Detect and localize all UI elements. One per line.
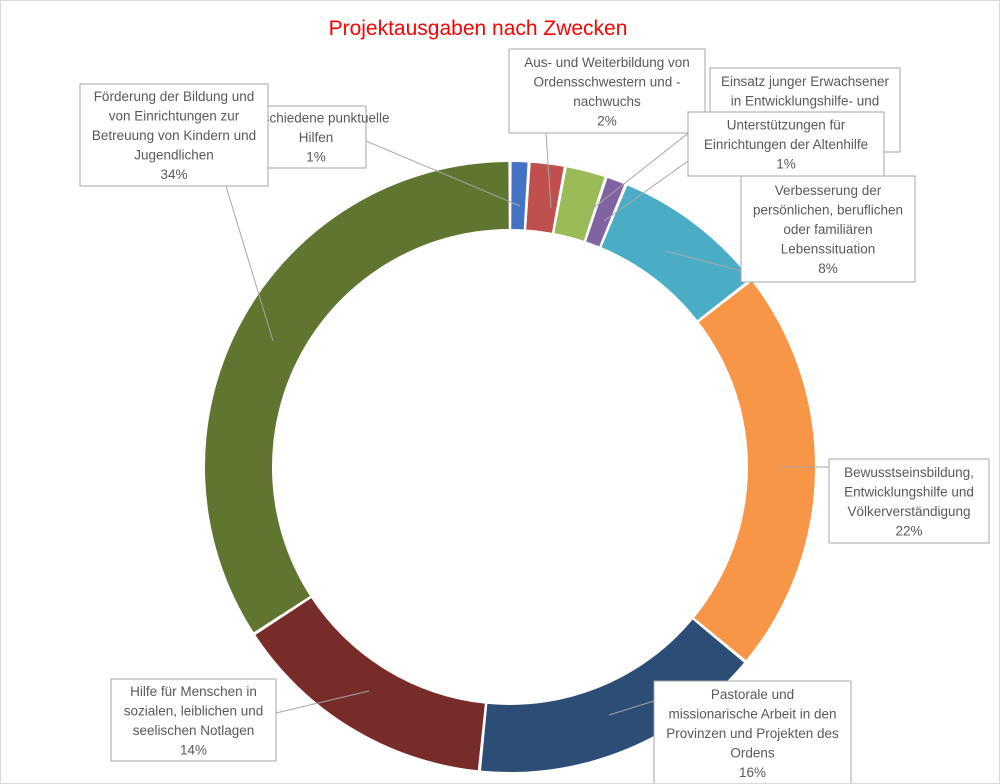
data-label-category-text: Förderung der Bildung und: [94, 89, 255, 104]
data-label-category-text: Pastorale und: [711, 687, 794, 702]
data-label-category-text: Betreuung von Kindern und: [92, 128, 256, 143]
data-label-box: [110, 678, 277, 762]
data-label-2: Aus- und Weiterbildung von Ordensschweste…: [508, 48, 706, 134]
data-label-category-text: seelischen Notlagen: [133, 723, 255, 738]
data-label-category-text: Entwicklungshilfe und: [844, 484, 974, 499]
data-label-box: [79, 83, 269, 187]
leader-line-9: [225, 185, 274, 342]
data-label-box: [508, 48, 706, 134]
doughnut-slice-2: [526, 162, 564, 233]
data-label-5: Verbesserung der persönlichen, berufliche…: [740, 175, 916, 283]
data-label-percent: 2%: [597, 113, 617, 128]
data-label-percent: 8%: [818, 261, 838, 276]
doughnut-slice-4: [586, 178, 625, 247]
data-label-category-text: nachwuchs: [573, 94, 641, 109]
data-label-category-text: missionarische Arbeit in den: [668, 707, 836, 722]
data-label-7: Pastorale und missionarische Arbeit in de…: [653, 680, 852, 783]
data-label-percent: 22%: [895, 523, 922, 538]
data-label-category-text: sozialen, leiblichen und: [124, 703, 264, 718]
data-label-percent: 1%: [306, 150, 326, 165]
data-label-category-text: Einrichtungen der Altenhilfe: [704, 137, 868, 152]
data-label-category-text: Verbesserung der: [775, 183, 882, 198]
doughnut-slice-9: [204, 162, 509, 633]
chart-title: Projektausgaben nach Zwecken: [328, 17, 628, 40]
data-label-category-text: Völkerverständigung: [847, 504, 970, 519]
leader-line-4: [603, 160, 689, 222]
data-label-box: [653, 680, 852, 783]
data-label-category-text: Ordens: [730, 746, 775, 761]
data-label-category-text: Ordensschwestern und -: [533, 74, 680, 89]
data-label-category-text: Hilfe für Menschen in: [130, 684, 257, 699]
data-label-percent: 14%: [180, 742, 207, 757]
leader-line-5: [665, 250, 742, 272]
data-label-category-text: von Einrichtungen zur: [109, 109, 240, 124]
data-label-category-text: Lebenssituation: [781, 242, 876, 257]
data-label-8: Hilfe für Menschen in sozialen, leibliche…: [110, 678, 277, 762]
data-label-category-text: Verschiedene punktuelle: [242, 111, 389, 126]
data-label-4: Unterstützungen für Einrichtungen der Alt…: [687, 111, 885, 177]
doughnut-slice-5: [601, 185, 751, 321]
data-label-percent: 34%: [160, 167, 187, 182]
data-label-box: [740, 175, 916, 283]
doughnut-slice-6: [694, 281, 815, 661]
leader-line-2: [545, 132, 552, 209]
data-label-6: Bewusstseinsbildung, Entwicklungshilfe un…: [828, 458, 990, 544]
data-label-category-text: Bewusstseinsbildung,: [844, 465, 974, 480]
doughnut-slice-1: [511, 162, 528, 230]
data-label-category-text: Jugendlichen: [134, 148, 214, 163]
data-label-category-text: Einsatz junger Erwachsener: [721, 74, 890, 89]
leader-line-7: [608, 700, 655, 716]
data-label-percent: 1%: [776, 157, 796, 172]
data-label-box: [828, 458, 990, 544]
data-label-category-text: persönlichen, beruflichen: [753, 203, 903, 218]
data-label-category-text: oder familiären: [783, 222, 872, 237]
data-label-category-text: Hilfen: [299, 130, 334, 145]
data-label-category-text: Provinzen und Projekten des: [666, 726, 839, 741]
doughnut-slices: [204, 162, 815, 773]
data-label-callouts: Verschiedene punktuelle Hilfen 1% Aus- und …: [79, 48, 990, 783]
data-label-category-text: Aus- und Weiterbildung von: [524, 55, 690, 70]
data-label-1: Verschiedene punktuelle Hilfen 1%: [242, 105, 390, 169]
data-label-category-text: in Entwicklungshilfe- und: [731, 93, 880, 108]
doughnut-slice-7: [480, 619, 744, 773]
data-label-9: Förderung der Bildung und von Einrichtung…: [79, 83, 269, 187]
doughnut-slice-8: [255, 598, 485, 771]
data-label-category-text: Unterstützungen für: [727, 118, 846, 133]
doughnut-slice-3: [554, 167, 605, 241]
leader-line-1: [365, 140, 521, 207]
data-label-box: [687, 111, 885, 177]
data-label-box: [265, 105, 367, 169]
data-label-percent: 16%: [739, 765, 766, 780]
leader-line-8: [275, 690, 370, 714]
